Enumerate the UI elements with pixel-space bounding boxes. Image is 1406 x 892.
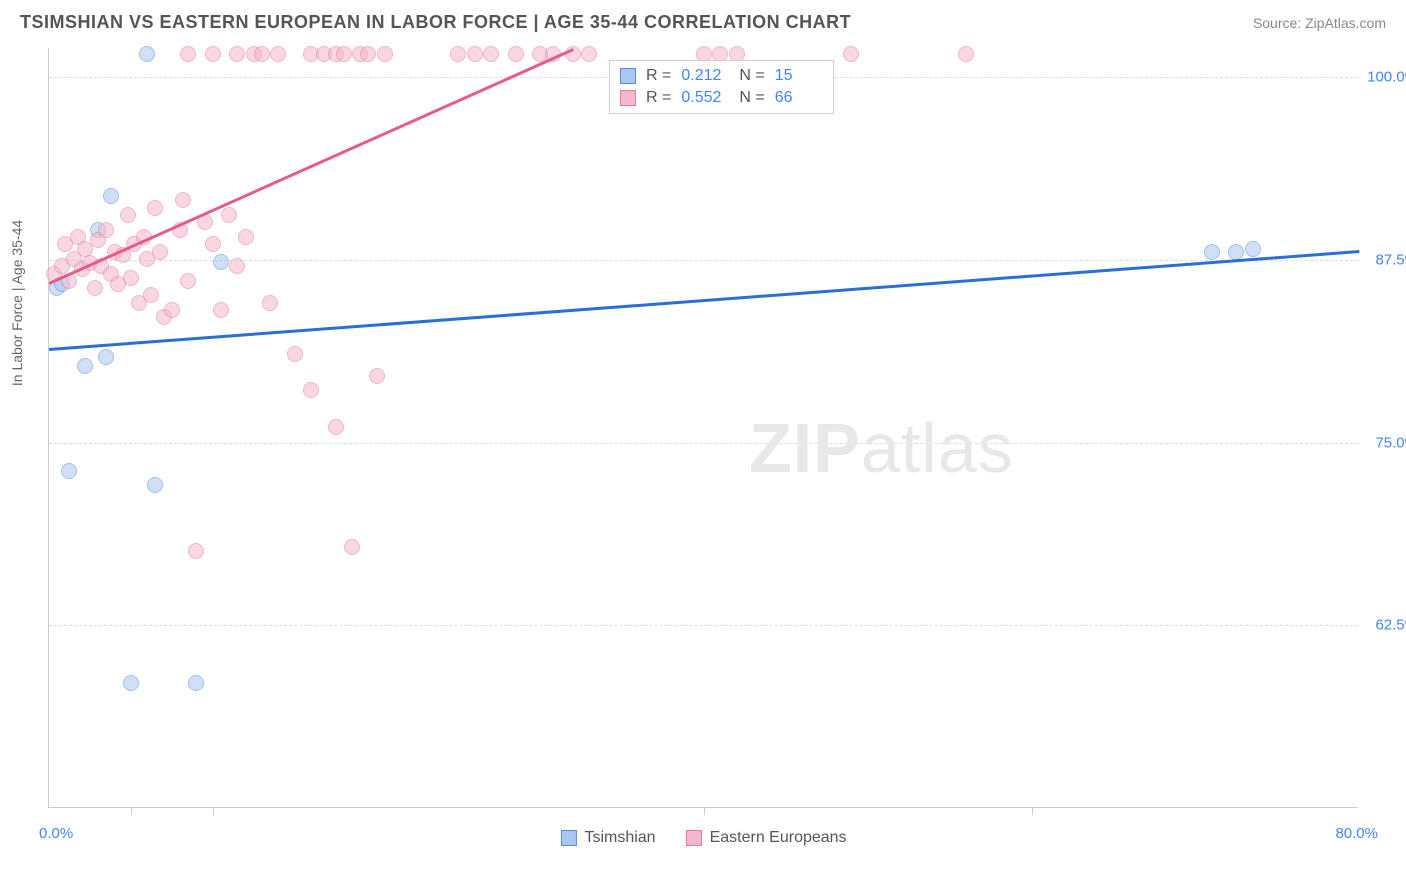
data-point xyxy=(61,463,77,479)
data-point xyxy=(843,46,859,62)
data-point xyxy=(467,46,483,62)
y-tick-label: 87.5% xyxy=(1363,251,1406,268)
data-point xyxy=(205,236,221,252)
data-point xyxy=(87,280,103,296)
data-point xyxy=(1245,241,1261,257)
data-point xyxy=(98,222,114,238)
legend-label: Eastern Europeans xyxy=(710,829,847,847)
data-point xyxy=(377,46,393,62)
data-point xyxy=(152,244,168,260)
data-point xyxy=(123,270,139,286)
data-point xyxy=(287,346,303,362)
data-point xyxy=(1204,244,1220,260)
data-point xyxy=(77,358,93,374)
data-point xyxy=(483,46,499,62)
bottom-legend: Tsimshian Eastern Europeans xyxy=(560,829,846,847)
chart-title: TSIMSHIAN VS EASTERN EUROPEAN IN LABOR F… xyxy=(20,12,851,33)
legend-label: Tsimshian xyxy=(584,829,655,847)
data-point xyxy=(508,46,524,62)
data-point xyxy=(175,192,191,208)
data-point xyxy=(120,207,136,223)
data-point xyxy=(328,419,344,435)
y-tick-label: 62.5% xyxy=(1363,617,1406,634)
stat-n-value: 15 xyxy=(775,67,823,85)
stats-row: R = 0.552 N = 66 xyxy=(620,87,823,109)
data-point xyxy=(238,229,254,245)
data-point xyxy=(205,46,221,62)
x-tick xyxy=(704,807,705,815)
data-point xyxy=(164,302,180,318)
x-tick xyxy=(213,807,214,815)
data-point xyxy=(450,46,466,62)
data-point xyxy=(180,273,196,289)
stats-row: R = 0.212 N = 15 xyxy=(620,65,823,87)
data-point xyxy=(147,200,163,216)
trend-line xyxy=(49,250,1359,350)
data-point xyxy=(229,46,245,62)
legend-swatch xyxy=(620,68,636,84)
stats-legend: R = 0.212 N = 15 R = 0.552 N = 66 xyxy=(609,60,834,114)
stat-n-value: 66 xyxy=(775,89,823,107)
y-tick-label: 100.0% xyxy=(1363,69,1406,86)
data-point xyxy=(139,46,155,62)
stat-r-label: R = xyxy=(646,67,671,85)
y-tick-label: 75.0% xyxy=(1363,434,1406,451)
data-point xyxy=(369,368,385,384)
data-point xyxy=(188,675,204,691)
stat-r-label: R = xyxy=(646,89,671,107)
x-tick xyxy=(1032,807,1033,815)
data-point xyxy=(270,46,286,62)
x-tick xyxy=(131,807,132,815)
data-point xyxy=(229,258,245,274)
data-point xyxy=(123,675,139,691)
trend-line xyxy=(48,48,573,284)
legend-swatch xyxy=(560,830,576,846)
data-point xyxy=(303,382,319,398)
chart-header: TSIMSHIAN VS EASTERN EUROPEAN IN LABOR F… xyxy=(0,0,1406,41)
data-point xyxy=(581,46,597,62)
chart-source: Source: ZipAtlas.com xyxy=(1253,15,1386,31)
data-point xyxy=(143,287,159,303)
legend-item: Tsimshian xyxy=(560,829,655,847)
data-point xyxy=(213,302,229,318)
x-axis-max-label: 80.0% xyxy=(1335,825,1378,842)
x-axis-min-label: 0.0% xyxy=(39,825,73,842)
data-point xyxy=(188,543,204,559)
data-point xyxy=(360,46,376,62)
data-point xyxy=(180,46,196,62)
stat-n-label: N = xyxy=(739,67,764,85)
legend-item: Eastern Europeans xyxy=(686,829,847,847)
stat-r-value: 0.552 xyxy=(681,89,729,107)
stat-n-label: N = xyxy=(739,89,764,107)
data-point xyxy=(1228,244,1244,260)
data-point xyxy=(344,539,360,555)
stat-r-value: 0.212 xyxy=(681,67,729,85)
data-point xyxy=(103,188,119,204)
data-point xyxy=(254,46,270,62)
data-point xyxy=(147,477,163,493)
data-point xyxy=(958,46,974,62)
data-point xyxy=(336,46,352,62)
gridline xyxy=(49,625,1358,626)
gridline xyxy=(49,443,1358,444)
data-point xyxy=(98,349,114,365)
data-point xyxy=(262,295,278,311)
legend-swatch xyxy=(686,830,702,846)
legend-swatch xyxy=(620,90,636,106)
data-point xyxy=(213,254,229,270)
gridline xyxy=(49,260,1358,261)
scatter-chart: In Labor Force | Age 35-44 62.5%75.0%87.… xyxy=(48,48,1358,808)
watermark: ZIPatlas xyxy=(749,408,1014,488)
y-axis-title: In Labor Force | Age 35-44 xyxy=(9,219,25,385)
data-point xyxy=(221,207,237,223)
